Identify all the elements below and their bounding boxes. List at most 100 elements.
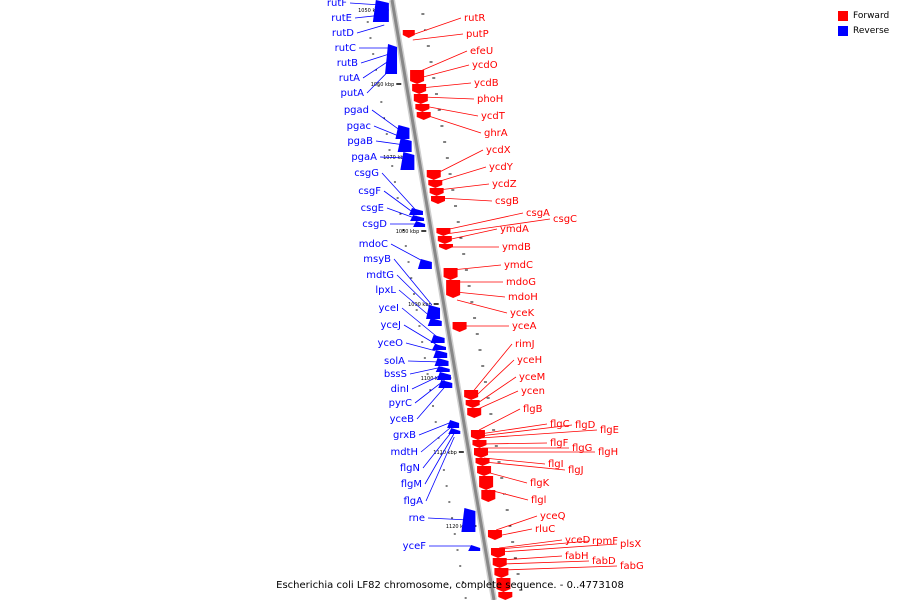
gene-name: mdoG (506, 277, 536, 288)
gene-label-efeU: efeU (418, 46, 493, 73)
gene-name: pgaA (351, 152, 377, 163)
reverse-5-gene-block[interactable] (408, 208, 423, 215)
gene-label-yceA: yceA (461, 321, 537, 332)
gene-name: mdoC (359, 239, 388, 250)
gene-name: flgK (530, 478, 550, 489)
gene-label-yceO: yceO (378, 338, 440, 353)
reverse-11-gene-block[interactable] (430, 335, 445, 343)
leader-line (427, 517, 469, 521)
gene-name: ymdB (502, 242, 531, 253)
gene-name: yceK (510, 308, 535, 319)
forward-7-gene-block[interactable] (428, 180, 443, 188)
forward-29-gene-block[interactable] (494, 568, 509, 578)
reverse-8-gene-block[interactable] (417, 259, 432, 269)
gene-label-rutC: rutC (335, 43, 389, 54)
leader-line (416, 385, 446, 420)
gene-name: csgF (358, 186, 381, 197)
gene-arrow (494, 568, 509, 578)
gene-name: flgH (598, 447, 618, 458)
forward-3-gene-block[interactable] (413, 94, 428, 104)
reverse-18-gene-block[interactable] (447, 420, 460, 428)
reverse-21-gene-block[interactable] (468, 545, 481, 551)
forward-23-gene-block[interactable] (477, 466, 492, 476)
forward-9-gene-block[interactable] (431, 196, 445, 204)
gene-name: rluC (535, 524, 555, 535)
leader-line (499, 540, 590, 550)
reverse-15-gene-block[interactable] (435, 366, 450, 372)
reverse-7-gene-block[interactable] (413, 221, 426, 227)
gene-label-pgaA: pgaA (351, 152, 407, 163)
gene-name: efeU (470, 46, 493, 57)
forward-2-gene-block[interactable] (412, 84, 427, 94)
gene-arrow (477, 466, 492, 476)
forward-18-gene-block[interactable] (467, 408, 482, 418)
leader-line (445, 212, 524, 231)
gene-label-fabH: fabH (501, 551, 589, 562)
leader-line (356, 24, 385, 34)
leader-line (480, 429, 598, 439)
forward-30-gene-block[interactable] (496, 578, 511, 592)
leader-line (422, 96, 475, 100)
gene-label-yceD: yceD (499, 535, 591, 549)
forward-12-gene-block[interactable] (438, 244, 453, 250)
forward-31-gene-block[interactable] (498, 592, 513, 600)
forward-17-gene-block[interactable] (465, 400, 480, 408)
forward-1-gene-block[interactable] (410, 70, 425, 84)
reverse-10-gene-block[interactable] (427, 318, 442, 326)
leader-line (435, 149, 484, 175)
gene-name: lpxL (375, 285, 396, 296)
gene-features[interactable] (372, 0, 513, 600)
forward-28-gene-block[interactable] (492, 558, 507, 568)
forward-8-gene-block[interactable] (429, 188, 444, 196)
reverse-1-gene-block[interactable] (385, 44, 398, 74)
gene-name: rutD (332, 28, 354, 39)
forward-19-gene-block[interactable] (470, 430, 485, 440)
reverse-0-gene-block[interactable] (372, 0, 389, 22)
reverse-swatch-icon (838, 25, 848, 36)
forward-27-gene-block[interactable] (491, 548, 506, 558)
gene-name: rimJ (515, 339, 535, 350)
reverse-19-gene-block[interactable] (448, 428, 461, 434)
gene-arrow (412, 84, 427, 94)
reverse-4-gene-block[interactable] (400, 152, 415, 170)
leader-line (502, 565, 618, 571)
reverse-13-gene-block[interactable] (433, 350, 448, 358)
leader-line (478, 408, 521, 431)
gene-name: flgB (523, 404, 543, 415)
forward-20-gene-block[interactable] (472, 440, 487, 448)
forward-0-gene-block[interactable] (402, 30, 415, 38)
reverse-6-gene-block[interactable] (410, 215, 425, 221)
gene-name: plsX (620, 539, 641, 550)
gene-arrow (467, 408, 482, 418)
leader-line (362, 59, 391, 79)
gene-name: pyrC (389, 398, 412, 409)
reverse-16-gene-block[interactable] (436, 372, 451, 380)
forward-11-gene-block[interactable] (437, 236, 452, 244)
gene-name: yceI (378, 303, 399, 314)
leader-line (375, 140, 405, 146)
gene-label-grxB: grxB (393, 421, 452, 441)
forward-5-gene-block[interactable] (416, 112, 431, 120)
forward-22-gene-block[interactable] (475, 458, 490, 466)
forward-13-gene-block[interactable] (443, 268, 458, 280)
leader-line (456, 299, 508, 314)
gene-name: ycdY (489, 162, 514, 173)
forward-16-gene-block[interactable] (464, 390, 479, 400)
forward-6-gene-block[interactable] (426, 170, 441, 180)
reverse-12-gene-block[interactable] (431, 344, 446, 350)
forward-25-gene-block[interactable] (481, 490, 496, 502)
leader-line (472, 343, 513, 393)
gene-arrow (415, 104, 430, 112)
forward-21-gene-block[interactable] (474, 448, 489, 458)
gene-name: solA (384, 356, 405, 367)
scale-tick-label: 1080 kbp (396, 229, 420, 235)
gene-label-rne: rne (409, 513, 469, 524)
forward-15-gene-block[interactable] (452, 322, 467, 332)
map-caption: Escherichia coli LF82 chromosome, comple… (276, 580, 624, 591)
forward-26-gene-block[interactable] (487, 530, 502, 540)
leader-line (499, 543, 618, 553)
gene-name: pgac (347, 121, 371, 132)
forward-14-gene-block[interactable] (446, 280, 461, 298)
forward-24-gene-block[interactable] (479, 476, 494, 490)
forward-4-gene-block[interactable] (415, 104, 430, 112)
